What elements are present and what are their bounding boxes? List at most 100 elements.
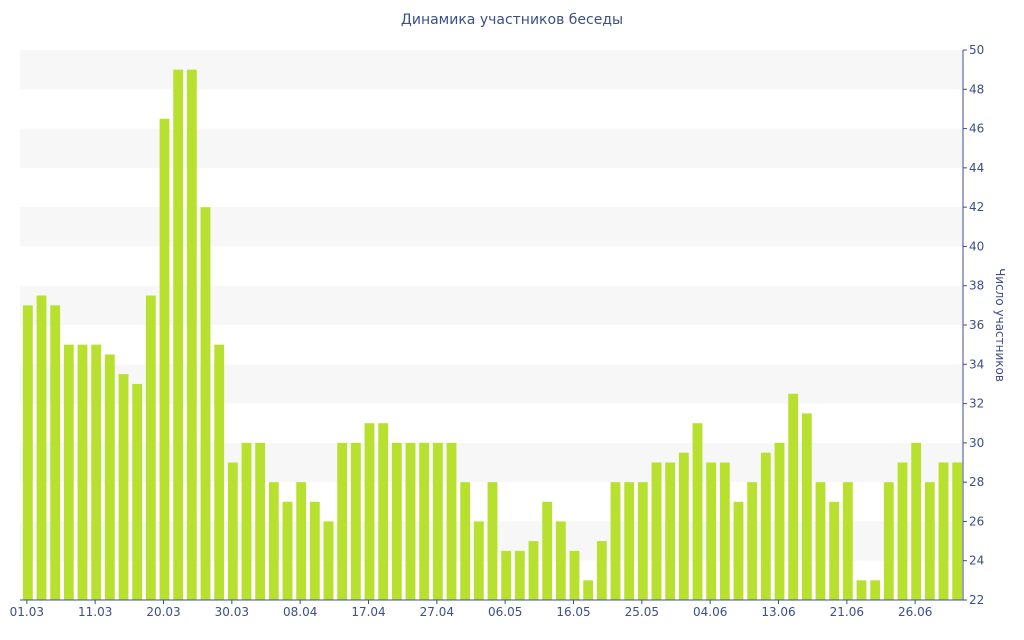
bar[interactable] <box>405 442 416 600</box>
y-tick-label: 48 <box>969 82 984 96</box>
bar[interactable] <box>22 305 33 600</box>
y-tick-label: 34 <box>969 357 984 371</box>
bar[interactable] <box>596 541 607 600</box>
bar[interactable] <box>788 393 799 600</box>
bar[interactable] <box>227 462 238 601</box>
x-tick-label: 04.06 <box>693 605 727 619</box>
x-tick-label: 13.06 <box>761 605 795 619</box>
bar[interactable] <box>637 482 648 600</box>
bar[interactable] <box>391 442 402 600</box>
bar[interactable] <box>760 452 771 600</box>
bar[interactable] <box>159 118 170 600</box>
bar[interactable] <box>924 482 935 600</box>
bar[interactable] <box>446 442 457 600</box>
bar[interactable] <box>432 442 443 600</box>
y-tick-label: 26 <box>969 514 984 528</box>
x-tick-label: 26.06 <box>898 605 932 619</box>
bar[interactable] <box>91 344 102 600</box>
bar[interactable] <box>241 442 252 600</box>
x-tick-label: 27.04 <box>420 605 454 619</box>
bar[interactable] <box>911 442 922 600</box>
bar[interactable] <box>501 550 512 600</box>
bar[interactable] <box>309 501 320 600</box>
bar[interactable] <box>323 521 334 600</box>
x-tick-label: 16.05 <box>556 605 590 619</box>
y-tick-label: 50 <box>969 43 984 57</box>
bar[interactable] <box>747 482 758 600</box>
bar[interactable] <box>487 482 498 600</box>
bar[interactable] <box>542 501 553 600</box>
y-tick-label: 22 <box>969 593 984 607</box>
y-tick-label: 24 <box>969 554 984 568</box>
bar[interactable] <box>473 521 484 600</box>
bar[interactable] <box>214 344 225 600</box>
bar[interactable] <box>173 69 184 600</box>
bar[interactable] <box>528 541 539 600</box>
y-tick-label: 46 <box>969 122 984 136</box>
y-axis-title: Число участников <box>993 268 1007 382</box>
bar[interactable] <box>665 462 676 601</box>
y-tick-label: 36 <box>969 318 984 332</box>
bar[interactable] <box>145 295 156 600</box>
bar[interactable] <box>829 501 840 600</box>
y-axis: 22 24 26 28 30 32 34 36 38 40 42 44 46 48 50 <box>962 43 984 607</box>
bar[interactable] <box>938 462 949 601</box>
y-tick-label: 38 <box>969 279 984 293</box>
bar[interactable] <box>815 482 826 600</box>
bar[interactable] <box>897 462 908 601</box>
bar[interactable] <box>419 442 430 600</box>
bar[interactable] <box>296 482 307 600</box>
bar[interactable] <box>610 482 621 600</box>
bar[interactable] <box>555 521 566 600</box>
bar[interactable] <box>706 462 717 601</box>
bar[interactable] <box>678 452 689 600</box>
bar[interactable] <box>337 442 348 600</box>
bar[interactable] <box>801 413 812 600</box>
bar[interactable] <box>350 442 361 600</box>
x-tick-label: 08.04 <box>283 605 317 619</box>
bar[interactable] <box>733 501 744 600</box>
x-tick-label: 30.03 <box>215 605 249 619</box>
bar[interactable] <box>63 344 74 600</box>
bar[interactable] <box>870 580 881 600</box>
y-tick-label: 28 <box>969 475 984 489</box>
x-tick-label: 21.06 <box>830 605 864 619</box>
bar[interactable] <box>118 374 129 600</box>
bar[interactable] <box>132 383 143 600</box>
bar[interactable] <box>378 423 389 600</box>
bar[interactable] <box>719 462 730 601</box>
chart-title: Динамика участников беседы <box>400 12 624 28</box>
bar[interactable] <box>255 442 266 600</box>
x-tick-label: 11.03 <box>78 605 112 619</box>
bar[interactable] <box>583 580 594 600</box>
x-tick-label: 06.05 <box>488 605 522 619</box>
bar[interactable] <box>186 69 197 600</box>
y-tick-label: 42 <box>969 200 984 214</box>
bar[interactable] <box>856 580 867 600</box>
bar[interactable] <box>268 482 279 600</box>
x-tick-label: 17.04 <box>351 605 385 619</box>
bar[interactable] <box>692 423 703 600</box>
y-tick-label: 44 <box>969 161 984 175</box>
bar[interactable] <box>774 442 785 600</box>
bar[interactable] <box>514 550 525 600</box>
bar[interactable] <box>36 295 47 600</box>
bar[interactable] <box>50 305 61 600</box>
bar[interactable] <box>651 462 662 601</box>
bar[interactable] <box>952 462 963 601</box>
x-tick-label: 25.05 <box>625 605 659 619</box>
bar[interactable] <box>842 482 853 600</box>
bar[interactable] <box>569 550 580 600</box>
bar[interactable] <box>883 482 894 600</box>
x-axis: 01.03 11.03 20.03 30.03 08.04 17.04 27.04 06.05… <box>10 599 963 619</box>
bar[interactable] <box>460 482 471 600</box>
y-tick-label: 40 <box>969 239 984 253</box>
bar[interactable] <box>104 354 115 600</box>
bar[interactable] <box>282 501 293 600</box>
bar[interactable] <box>77 344 88 600</box>
x-tick-label: 20.03 <box>146 605 180 619</box>
bar[interactable] <box>200 207 211 600</box>
bar[interactable] <box>624 482 635 600</box>
bar[interactable] <box>364 423 375 600</box>
